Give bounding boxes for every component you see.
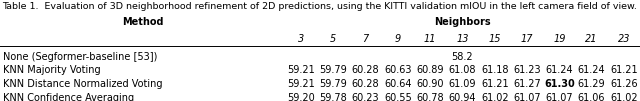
Text: 61.02: 61.02 <box>481 93 509 101</box>
Text: 61.24: 61.24 <box>545 65 573 75</box>
Text: 13: 13 <box>456 34 468 44</box>
Text: 60.28: 60.28 <box>352 79 380 89</box>
Text: 59.21: 59.21 <box>287 79 315 89</box>
Text: 60.63: 60.63 <box>384 65 412 75</box>
Text: 61.08: 61.08 <box>449 65 476 75</box>
Text: 9: 9 <box>395 34 401 44</box>
Text: 61.09: 61.09 <box>449 79 476 89</box>
Text: 7: 7 <box>362 34 369 44</box>
Text: 60.55: 60.55 <box>384 93 412 101</box>
Text: 60.94: 60.94 <box>449 93 476 101</box>
Text: 60.90: 60.90 <box>417 79 444 89</box>
Text: 59.21: 59.21 <box>287 65 315 75</box>
Text: 61.26: 61.26 <box>610 79 637 89</box>
Text: KNN Majority Voting: KNN Majority Voting <box>3 65 100 75</box>
Text: 21: 21 <box>586 34 598 44</box>
Text: 61.21: 61.21 <box>610 65 637 75</box>
Text: 17: 17 <box>521 34 533 44</box>
Text: 59.79: 59.79 <box>319 79 347 89</box>
Text: 61.07: 61.07 <box>545 93 573 101</box>
Text: 11: 11 <box>424 34 436 44</box>
Text: 60.64: 60.64 <box>384 79 412 89</box>
Text: 23: 23 <box>618 34 630 44</box>
Text: 61.06: 61.06 <box>578 93 605 101</box>
Text: 5: 5 <box>330 34 337 44</box>
Text: None (Segformer-baseline [53]): None (Segformer-baseline [53]) <box>3 52 157 62</box>
Text: 61.23: 61.23 <box>513 65 541 75</box>
Text: 61.27: 61.27 <box>513 79 541 89</box>
Text: Neighbors: Neighbors <box>434 17 491 27</box>
Text: 60.28: 60.28 <box>352 65 380 75</box>
Text: 61.29: 61.29 <box>578 79 605 89</box>
Text: 59.20: 59.20 <box>287 93 315 101</box>
Text: 61.02: 61.02 <box>610 93 637 101</box>
Text: 19: 19 <box>553 34 566 44</box>
Text: 61.18: 61.18 <box>481 65 508 75</box>
Text: 61.24: 61.24 <box>578 65 605 75</box>
Text: 61.07: 61.07 <box>513 93 541 101</box>
Text: KNN Distance Normalized Voting: KNN Distance Normalized Voting <box>3 79 162 89</box>
Text: 61.30: 61.30 <box>544 79 575 89</box>
Text: 60.23: 60.23 <box>352 93 380 101</box>
Text: 58.2: 58.2 <box>452 52 473 62</box>
Text: 61.21: 61.21 <box>481 79 509 89</box>
Text: 59.79: 59.79 <box>319 65 347 75</box>
Text: 60.78: 60.78 <box>416 93 444 101</box>
Text: 60.89: 60.89 <box>417 65 444 75</box>
Text: 59.78: 59.78 <box>319 93 347 101</box>
Text: Method: Method <box>122 17 163 27</box>
Text: KNN Confidence Averaging: KNN Confidence Averaging <box>3 93 134 101</box>
Text: 15: 15 <box>488 34 501 44</box>
Text: 3: 3 <box>298 34 304 44</box>
Text: Table 1.  Evaluation of 3D neighborhood refinement of 2D predictions, using the : Table 1. Evaluation of 3D neighborhood r… <box>3 2 637 11</box>
